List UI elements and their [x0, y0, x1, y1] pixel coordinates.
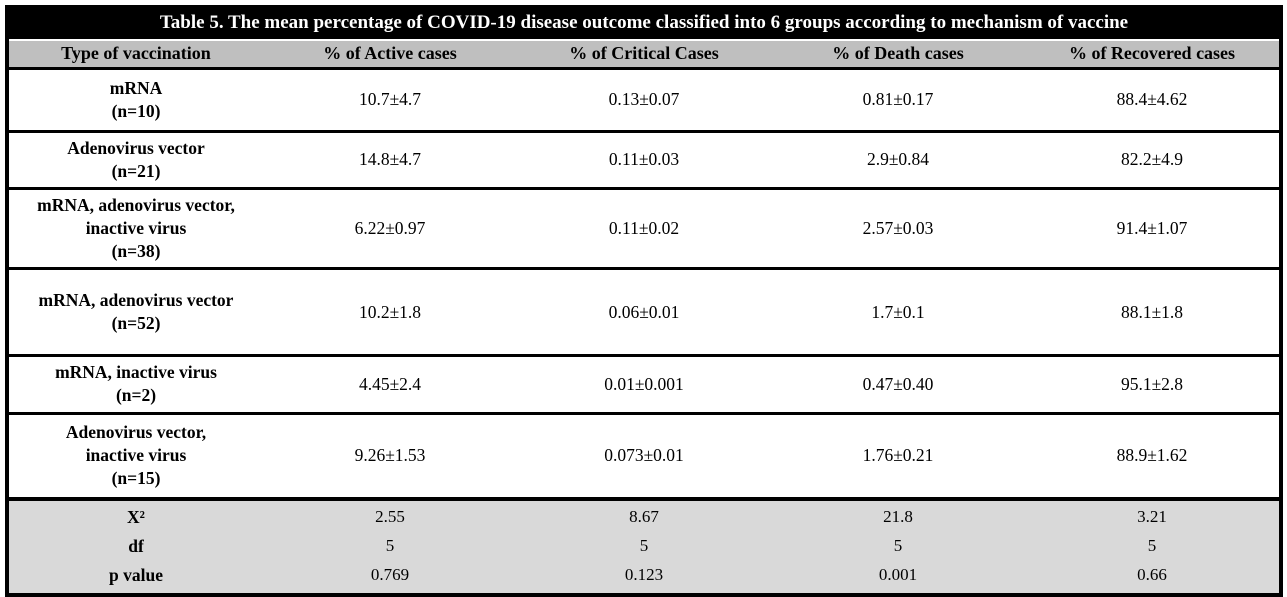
row-label: mRNA (n=10) [9, 73, 263, 127]
cell-active: 10.2±1.8 [358, 301, 422, 322]
cell-recovered: 88.1±1.8 [1120, 301, 1184, 322]
table-row: mRNA, adenovirus vector, inactive virus … [9, 190, 1279, 271]
cell-active: 0.769 [370, 565, 410, 585]
cell-recovered: 0.66 [1137, 565, 1167, 585]
row-label: mRNA, adenovirus vector, inactive virus … [9, 190, 263, 267]
cell-recovered: 88.9±1.62 [1116, 445, 1188, 466]
vaccine-group-name: mRNA, adenovirus vector [38, 290, 234, 311]
cell-active: 9.26±1.53 [354, 445, 426, 466]
chi-square-row: X² 2.55 8.67 21.8 3.21 [9, 503, 1279, 532]
vaccine-group-name: mRNA, adenovirus vector, inactive virus [37, 195, 235, 239]
chi-square-label: X² [127, 506, 145, 527]
column-header-active: % of Active cases [323, 42, 457, 63]
column-header-critical: % of Critical Cases [569, 42, 719, 63]
cell-critical: 0.01±0.001 [604, 373, 684, 394]
sample-size: (n=38) [111, 241, 161, 262]
table-header-row: Type of vaccination % of Active cases % … [9, 38, 1279, 70]
df-label: df [128, 535, 144, 556]
cell-death: 5 [893, 536, 903, 556]
cell-active: 14.8±4.7 [358, 149, 422, 170]
column-header-recovered: % of Recovered cases [1068, 42, 1236, 63]
cell-active: 5 [385, 536, 395, 556]
df-row: df 5 5 5 5 [9, 532, 1279, 561]
table-row: mRNA, adenovirus vector (n=52) 10.2±1.8 … [9, 270, 1279, 358]
vaccine-group-name: mRNA [109, 77, 163, 98]
cell-active: 10.7±4.7 [358, 89, 422, 110]
table-title: Table 5. The mean percentage of COVID-19… [9, 9, 1279, 39]
row-label: mRNA, adenovirus vector (n=52) [9, 285, 263, 339]
table-row: Adenovirus vector (n=21) 14.8±4.7 0.11±0… [9, 132, 1279, 191]
cell-recovered: 3.21 [1137, 507, 1167, 527]
cell-recovered: 88.4±4.62 [1116, 89, 1188, 110]
cell-recovered: 91.4±1.07 [1116, 218, 1188, 239]
cell-critical: 0.11±0.03 [608, 149, 680, 170]
sample-size: (n=10) [111, 100, 161, 121]
cell-death: 2.57±0.03 [862, 218, 934, 239]
cell-death: 0.001 [878, 565, 918, 585]
p-value-row: p value 0.769 0.123 0.001 0.66 [9, 561, 1279, 590]
vaccine-group-name: Adenovirus vector [67, 137, 205, 158]
cell-death: 1.76±0.21 [862, 445, 934, 466]
cell-critical: 0.13±0.07 [608, 89, 680, 110]
cell-critical: 0.123 [624, 565, 664, 585]
cell-active: 4.45±2.4 [358, 373, 422, 394]
statistics-section: X² 2.55 8.67 21.8 3.21 df 5 5 5 5 p valu… [9, 500, 1279, 593]
cell-death: 1.7±0.1 [871, 301, 925, 322]
cell-recovered: 95.1±2.8 [1120, 373, 1184, 394]
row-label: Adenovirus vector (n=21) [9, 133, 263, 187]
table-row: mRNA, inactive virus (n=2) 4.45±2.4 0.01… [9, 357, 1279, 415]
cell-critical: 0.11±0.02 [608, 218, 680, 239]
row-label: Adenovirus vector, inactive virus (n=15) [9, 417, 263, 494]
sample-size: (n=52) [111, 313, 161, 334]
cell-critical: 0.06±0.01 [608, 301, 680, 322]
sample-size: (n=21) [111, 160, 161, 181]
vaccine-group-name: Adenovirus vector, inactive virus [65, 421, 207, 465]
vaccine-group-name: mRNA, inactive virus [55, 362, 217, 383]
cell-critical: 0.073±0.01 [604, 445, 684, 466]
cell-death: 0.81±0.17 [862, 89, 934, 110]
cell-active: 6.22±0.97 [354, 218, 426, 239]
sample-size: (n=15) [111, 468, 161, 489]
table-row: Adenovirus vector, inactive virus (n=15)… [9, 414, 1279, 501]
cell-death: 0.47±0.40 [862, 373, 934, 394]
covid-outcome-table: Table 5. The mean percentage of COVID-19… [5, 5, 1283, 597]
cell-critical: 8.67 [629, 507, 659, 527]
p-value-label: p value [109, 564, 163, 585]
cell-death: 21.8 [883, 507, 913, 527]
column-header-type: Type of vaccination [61, 42, 211, 63]
cell-recovered: 82.2±4.9 [1120, 149, 1184, 170]
cell-recovered: 5 [1147, 536, 1157, 556]
cell-critical: 5 [639, 536, 649, 556]
column-header-death: % of Death cases [832, 42, 964, 63]
cell-active: 2.55 [375, 507, 405, 527]
sample-size: (n=2) [115, 385, 157, 406]
table-row: mRNA (n=10) 10.7±4.7 0.13±0.07 0.81±0.17… [9, 69, 1279, 133]
row-label: mRNA, inactive virus (n=2) [9, 357, 263, 411]
cell-death: 2.9±0.84 [866, 149, 930, 170]
